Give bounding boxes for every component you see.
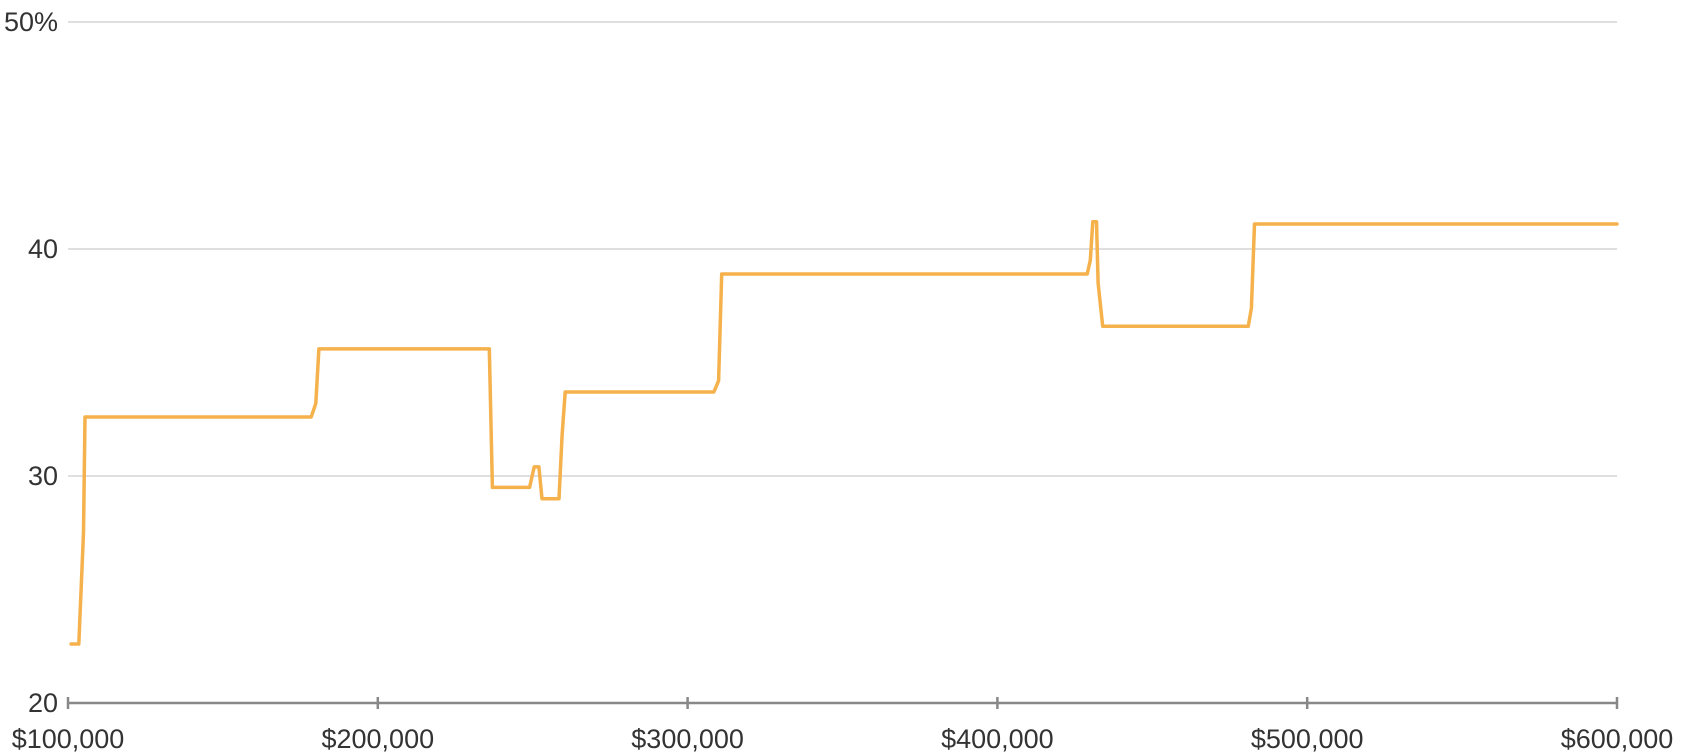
x-tick-label-100000: $100,000 [12,724,125,754]
series-group [69,220,1619,646]
x-tick-label-300000: $300,000 [631,724,744,754]
y-tick-label-30: 30 [28,461,58,491]
y-tick-label-40: 40 [28,234,58,264]
series-line-0 [69,220,1619,646]
x-tick-label-400000: $400,000 [941,724,1054,754]
x-tick-label-600000: $600,000 [1561,724,1674,754]
x-tick-label-200000: $200,000 [321,724,434,754]
x-axis [66,697,1619,709]
y-tick-label-50: 50% [4,7,58,37]
x-tick-label-500000: $500,000 [1251,724,1364,754]
x-axis-labels: $100,000 $200,000 $300,000 $400,000 $500,000… [12,724,1674,754]
y-tick-label-20: 20 [28,688,58,718]
y-axis-labels: 20 30 40 50% [4,7,58,718]
grid-lines [68,21,1617,477]
